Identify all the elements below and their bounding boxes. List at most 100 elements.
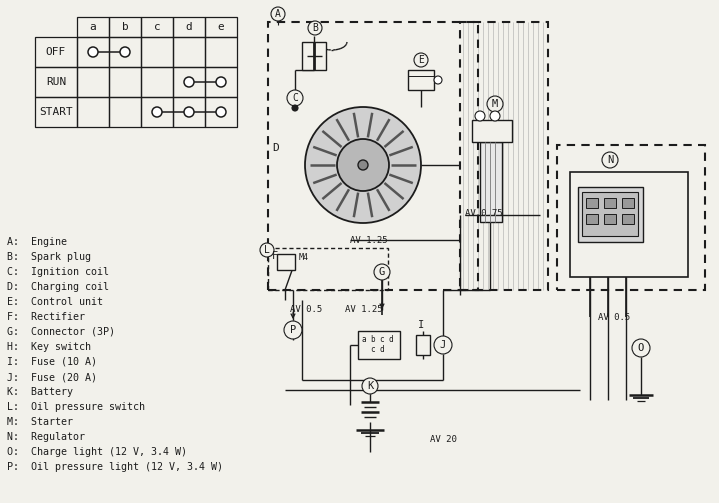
Circle shape — [414, 53, 428, 67]
Text: M:  Starter: M: Starter — [7, 417, 73, 427]
Text: C:  Ignition coil: C: Ignition coil — [7, 267, 109, 277]
Text: K: K — [367, 381, 373, 391]
Text: L:  Oil pressure switch: L: Oil pressure switch — [7, 402, 145, 412]
Bar — [622, 214, 634, 224]
Bar — [604, 214, 616, 224]
Text: D:  Charging coil: D: Charging coil — [7, 282, 109, 292]
Circle shape — [308, 21, 322, 35]
Text: b: b — [122, 22, 129, 32]
Circle shape — [374, 264, 390, 280]
Bar — [77, 97, 109, 127]
Text: d: d — [380, 346, 385, 355]
Text: AV 1.25: AV 1.25 — [345, 305, 383, 314]
Bar — [173, 37, 205, 67]
Circle shape — [358, 160, 368, 170]
Circle shape — [434, 336, 452, 354]
Bar — [582, 192, 638, 236]
Circle shape — [184, 107, 194, 117]
Circle shape — [152, 107, 162, 117]
Bar — [205, 37, 237, 67]
Circle shape — [216, 107, 226, 117]
Bar — [557, 145, 705, 290]
Text: A: A — [275, 9, 281, 19]
Bar — [622, 198, 634, 208]
Bar — [173, 17, 205, 37]
Bar — [141, 37, 173, 67]
Bar — [480, 142, 502, 222]
Text: AV 0.5: AV 0.5 — [290, 305, 322, 314]
Text: B:  Spark plug: B: Spark plug — [7, 252, 91, 262]
Text: A:  Engine: A: Engine — [7, 237, 67, 247]
Text: c: c — [154, 22, 160, 32]
Bar — [578, 187, 643, 242]
Text: F: F — [272, 251, 278, 261]
Bar — [109, 37, 141, 67]
Bar — [416, 335, 430, 355]
Text: O: O — [638, 343, 644, 353]
Bar — [141, 97, 173, 127]
Text: AV 0.5: AV 0.5 — [598, 313, 631, 322]
Bar — [302, 42, 326, 70]
Circle shape — [337, 139, 389, 191]
Text: d: d — [186, 22, 193, 32]
Text: L: L — [264, 245, 270, 255]
Text: O:  Charge light (12 V, 3.4 W): O: Charge light (12 V, 3.4 W) — [7, 447, 187, 457]
Text: AV 1.25: AV 1.25 — [350, 235, 388, 244]
Text: G: G — [379, 267, 385, 277]
Text: OFF: OFF — [46, 47, 66, 57]
Circle shape — [287, 90, 303, 106]
Bar — [408, 70, 434, 90]
Text: c: c — [380, 336, 385, 345]
Text: d: d — [389, 336, 393, 345]
Bar — [268, 22, 478, 290]
Circle shape — [216, 77, 226, 87]
Text: E:  Control unit: E: Control unit — [7, 297, 103, 307]
Circle shape — [362, 378, 378, 394]
Circle shape — [369, 336, 387, 354]
Text: J: J — [440, 340, 446, 350]
Text: M4: M4 — [299, 253, 309, 262]
Bar — [358, 331, 400, 359]
Circle shape — [490, 111, 500, 121]
Text: I: I — [418, 320, 424, 330]
Bar — [35, 67, 77, 97]
Circle shape — [475, 111, 485, 121]
Circle shape — [632, 339, 650, 357]
Circle shape — [292, 105, 298, 111]
Bar — [109, 17, 141, 37]
Bar — [35, 97, 77, 127]
Circle shape — [602, 152, 618, 168]
Text: b: b — [371, 336, 375, 345]
Text: I:  Fuse (10 A): I: Fuse (10 A) — [7, 357, 97, 367]
Bar — [77, 67, 109, 97]
Circle shape — [284, 321, 302, 339]
Text: P: P — [290, 325, 296, 335]
Bar — [460, 22, 548, 290]
Bar — [173, 97, 205, 127]
Circle shape — [260, 243, 274, 257]
Bar — [205, 97, 237, 127]
Text: M: M — [492, 99, 498, 109]
Text: K:  Battery: K: Battery — [7, 387, 73, 397]
Circle shape — [434, 76, 442, 84]
Text: AV 0.75: AV 0.75 — [465, 209, 503, 217]
Text: C: C — [292, 93, 298, 103]
Bar — [472, 120, 512, 142]
Text: D: D — [272, 143, 279, 153]
Bar — [141, 17, 173, 37]
Text: B: B — [312, 23, 318, 33]
Bar — [570, 172, 688, 277]
Text: H: H — [375, 340, 381, 350]
Text: J:  Fuse (20 A): J: Fuse (20 A) — [7, 372, 97, 382]
Text: a: a — [362, 336, 366, 345]
Text: P:  Oil pressure light (12 V, 3.4 W): P: Oil pressure light (12 V, 3.4 W) — [7, 462, 223, 472]
Text: RUN: RUN — [46, 77, 66, 87]
Text: H:  Key switch: H: Key switch — [7, 342, 91, 352]
Text: AV 20: AV 20 — [430, 436, 457, 445]
Bar — [77, 37, 109, 67]
Circle shape — [305, 107, 421, 223]
Text: N:  Regulator: N: Regulator — [7, 432, 85, 442]
Circle shape — [184, 77, 194, 87]
Bar — [205, 17, 237, 37]
Text: a: a — [90, 22, 96, 32]
